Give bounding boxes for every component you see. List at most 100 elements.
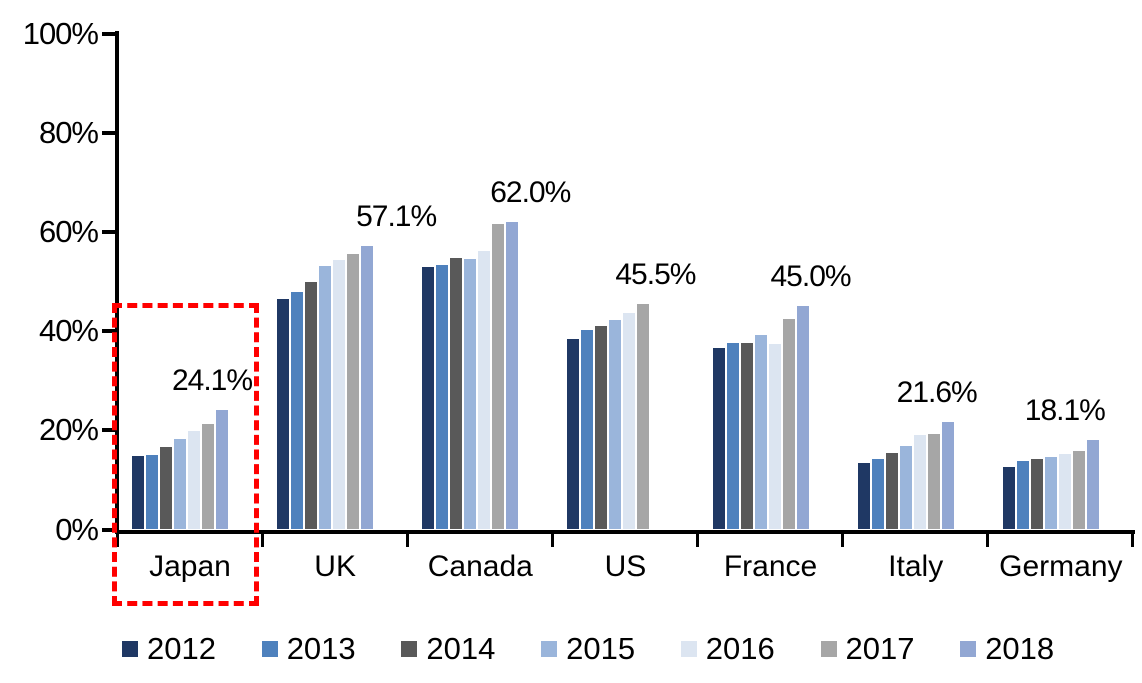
x-axis-label-france: France: [723, 550, 818, 583]
bar-france-2012: [712, 347, 725, 530]
y-axis-tick-label: 40%: [38, 313, 99, 349]
legend-swatch-2018: [960, 641, 977, 657]
legend-swatch-2016: [680, 641, 697, 657]
x-axis-label-canada: Canada: [427, 550, 533, 583]
legend-item-2013: 2013: [261, 631, 356, 667]
bar-us-2014: [595, 326, 608, 530]
x-axis-label-us: US: [604, 550, 647, 583]
bar-canada-2012: [422, 266, 435, 530]
bar-japan-2017: [202, 424, 214, 530]
y-axis-tick-label: 100%: [22, 15, 99, 51]
x-axis-tick: [115, 533, 119, 547]
bar-germany-2015: [1044, 456, 1057, 530]
data-label-us: 45.5%: [615, 257, 696, 291]
x-axis-tick: [550, 533, 554, 547]
legend-item-2017: 2017: [820, 631, 915, 667]
bar-uk-2015: [319, 265, 332, 530]
y-axis-tick: [102, 229, 116, 234]
bar-japan-2012: [132, 456, 144, 530]
bar-germany-2013: [1016, 461, 1029, 530]
y-axis-tick: [102, 31, 116, 36]
bar-italy-2016: [913, 434, 926, 530]
bar-us-2016: [623, 313, 636, 530]
bar-uk-2018: [361, 246, 374, 530]
legend: 2012 2013 2014 2015 2016 2017 2018: [0, 631, 1142, 671]
y-axis-tick: [102, 527, 116, 532]
bar-france-2013: [726, 342, 739, 530]
legend-swatch-2014: [401, 641, 418, 657]
legend-label-2012: 2012: [147, 631, 216, 666]
bar-germany-2017: [1072, 450, 1085, 530]
bar-uk-2012: [277, 299, 290, 530]
bar-germany-2018: [1086, 439, 1099, 530]
legend-item-2015: 2015: [541, 631, 635, 667]
bar-italy-2013: [871, 459, 884, 530]
legend-item-2014: 2014: [401, 631, 495, 667]
x-axis-tick: [405, 533, 409, 547]
bar-japan-2016: [188, 430, 200, 530]
x-axis-tick: [696, 533, 700, 547]
bar-japan-2014: [160, 447, 172, 530]
y-axis-tick-label: 20%: [38, 412, 99, 448]
legend-swatch-2017: [820, 641, 837, 657]
x-axis-label-italy: Italy: [888, 550, 944, 583]
bar-france-2016: [768, 344, 781, 530]
y-axis-tick-label: 0%: [55, 511, 99, 547]
bar-canada-2013: [436, 264, 449, 530]
legend-swatch-2012: [122, 641, 138, 657]
legend-label-2016: 2016: [705, 631, 775, 666]
x-axis-label-germany: Germany: [999, 550, 1123, 583]
x-axis-tick: [1131, 533, 1135, 547]
bar-uk-2014: [305, 281, 318, 530]
legend-label-2018: 2018: [985, 631, 1055, 666]
bar-us-2015: [609, 319, 622, 530]
bar-uk-2016: [333, 259, 346, 530]
bar-italy-2015: [899, 445, 912, 530]
y-axis-tick-label: 80%: [38, 114, 99, 150]
x-axis-tick: [841, 533, 845, 547]
x-axis-label-uk: UK: [314, 550, 356, 583]
legend-label-2017: 2017: [845, 631, 915, 666]
bar-italy-2012: [857, 463, 870, 530]
bar-canada-2014: [450, 257, 463, 530]
bar-canada-2015: [464, 258, 477, 530]
highlight-box-japan: [112, 303, 259, 606]
y-axis-line: [115, 31, 119, 534]
data-label-france: 45.0%: [770, 260, 852, 294]
legend-label-2015: 2015: [566, 631, 636, 666]
bar-germany-2014: [1030, 458, 1043, 530]
bar-japan-2015: [174, 438, 186, 530]
bar-uk-2017: [347, 253, 360, 530]
bar-canada-2017: [492, 224, 505, 530]
y-axis-tick-label: 60%: [38, 213, 99, 249]
bar-italy-2018: [941, 422, 954, 530]
x-axis-label-japan: Japan: [149, 550, 231, 583]
data-label-japan: 24.1%: [171, 363, 253, 397]
legend-item-2016: 2016: [680, 631, 775, 667]
x-axis-tick: [986, 533, 990, 547]
bar-us-2012: [567, 339, 580, 530]
legend-item-2018: 2018: [960, 631, 1054, 667]
data-label-germany: 18.1%: [1024, 393, 1106, 427]
data-label-italy: 21.6%: [896, 376, 978, 410]
bar-germany-2016: [1058, 454, 1071, 530]
bar-us-2013: [581, 330, 594, 530]
bar-japan-2018: [216, 409, 228, 530]
bar-germany-2012: [1002, 467, 1015, 530]
bar-france-2014: [740, 342, 753, 530]
legend-label-2013: 2013: [286, 631, 356, 666]
y-axis-tick: [102, 428, 116, 433]
bar-italy-2017: [927, 433, 940, 530]
legend-item-2012: 2012: [122, 631, 216, 667]
bar-france-2018: [796, 306, 809, 530]
bar-france-2015: [754, 334, 767, 530]
bar-japan-2013: [146, 454, 158, 530]
data-label-canada: 62.0%: [490, 175, 571, 209]
bar-canada-2016: [478, 250, 491, 530]
legend-label-2014: 2014: [426, 631, 496, 666]
bar-us-2017: [637, 303, 650, 530]
x-axis-line: [115, 529, 1135, 534]
y-axis-tick: [102, 329, 116, 334]
legend-swatch-2015: [541, 641, 558, 657]
